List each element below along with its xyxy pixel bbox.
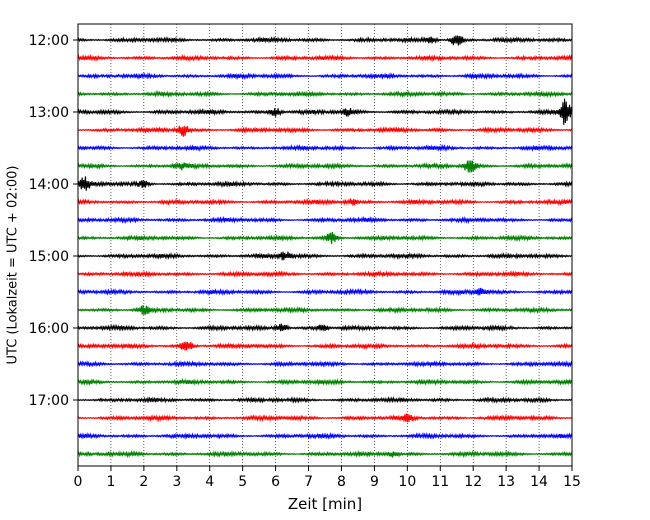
trace-1745 (77, 449, 573, 459)
y-tick-label: 13:00 (29, 105, 69, 121)
x-tick-label: 14 (530, 474, 548, 490)
seismic-traces (77, 35, 573, 459)
x-tick-label: 7 (304, 474, 313, 490)
trace-1515 (77, 269, 573, 278)
trace-1600 (77, 323, 573, 333)
x-tick-label: 5 (238, 474, 247, 490)
x-tick-label: 1 (106, 474, 115, 490)
x-tick-label: 13 (497, 474, 515, 490)
trace-1530 (77, 287, 573, 297)
trace-1330 (77, 143, 573, 153)
x-axis-ticks: 0 1 2 3 4 5 6 7 8 9 10 11 12 13 14 15 (74, 466, 581, 490)
trace-1730 (77, 431, 573, 440)
trace-1715 (77, 413, 573, 423)
x-tick-label: 0 (74, 474, 83, 490)
x-tick-label: 11 (431, 474, 449, 490)
trace-1200 (77, 35, 573, 46)
y-tick-label: 17:00 (29, 393, 69, 409)
y-tick-label: 15:00 (29, 249, 69, 265)
y-tick-label: 14:00 (29, 177, 69, 193)
trace-1230 (77, 72, 573, 81)
trace-1615 (77, 341, 573, 351)
x-axis-label: Zeit [min] (288, 495, 362, 513)
y-tick-label: 12:00 (29, 33, 69, 49)
trace-1630 (77, 360, 573, 368)
x-tick-label: 15 (563, 474, 581, 490)
y-tick-label: 16:00 (29, 321, 69, 337)
x-tick-label: 2 (139, 474, 148, 490)
trace-1415 (77, 197, 573, 207)
x-tick-label: 3 (172, 474, 181, 490)
trace-1700 (77, 395, 573, 404)
plot-frame (77, 23, 573, 467)
trace-1545 (77, 304, 573, 316)
trace-1245 (77, 89, 573, 99)
trace-1500 (77, 251, 573, 261)
y-axis-label: UTC (Lokalzeit = UTC + 02:00) (6, 166, 21, 365)
trace-1215 (77, 53, 573, 63)
y-axis-ticks: 12:00 13:00 14:00 15:00 16:00 17:00 (29, 33, 78, 409)
x-tick-label: 4 (205, 474, 214, 490)
trace-1315 (77, 125, 573, 137)
trace-1645 (77, 377, 573, 387)
x-tick-label: 10 (398, 474, 416, 490)
x-tick-label: 8 (337, 474, 346, 490)
trace-1345 (77, 160, 573, 173)
trace-1445 (77, 231, 573, 245)
trace-1400 (77, 176, 573, 191)
trace-1430 (77, 215, 573, 225)
trace-1300 (77, 98, 573, 125)
x-tick-label: 9 (370, 474, 379, 490)
x-tick-label: 12 (464, 474, 482, 490)
x-tick-label: 6 (271, 474, 280, 490)
